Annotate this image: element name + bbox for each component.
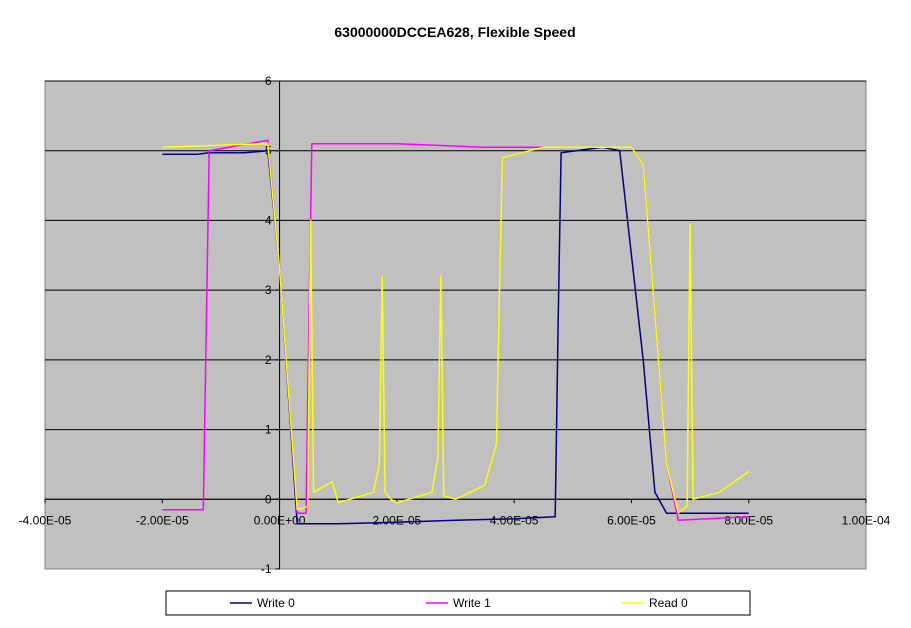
x-tick-label: 8.00E-05 [724, 513, 773, 527]
series-lines [162, 139, 750, 525]
series-line-3 [162, 142, 750, 514]
chart-title: 63000000DCCEA628, Flexible Speed [334, 24, 575, 40]
legend-label-3: Read 0 [649, 596, 688, 610]
legend: Write 0 Write 1 Read 0 [165, 590, 751, 616]
x-tick-label: 4.00E-05 [490, 513, 539, 527]
x-axis: -4.00E-05 -2.00E-05 0.00E+00 2.00E-05 4.00E-… [19, 498, 891, 527]
x-tick-label: 6.00E-05 [607, 513, 656, 527]
y-tick-label: -1 [261, 562, 272, 576]
x-tick-label: 0.00E+00 [254, 513, 306, 527]
y-tick-label: 1 [265, 423, 272, 437]
legend-label-2: Write 1 [453, 596, 491, 610]
x-tick-label: -4.00E-05 [19, 513, 72, 527]
x-tick-label: 2.00E-05 [373, 513, 422, 527]
y-tick-label: 2 [265, 353, 272, 367]
plot-area [44, 80, 867, 570]
legend-box [165, 590, 751, 616]
series-line-1 [162, 146, 749, 525]
y-tick-label: 3 [265, 283, 272, 297]
x-tick-label: -2.00E-05 [136, 513, 189, 527]
y-tick-label: 4 [265, 213, 272, 227]
x-tick-label: 1.00E-04 [842, 513, 891, 527]
legend-label-1: Write 0 [257, 596, 295, 610]
y-tick-label: 6 [265, 74, 272, 88]
